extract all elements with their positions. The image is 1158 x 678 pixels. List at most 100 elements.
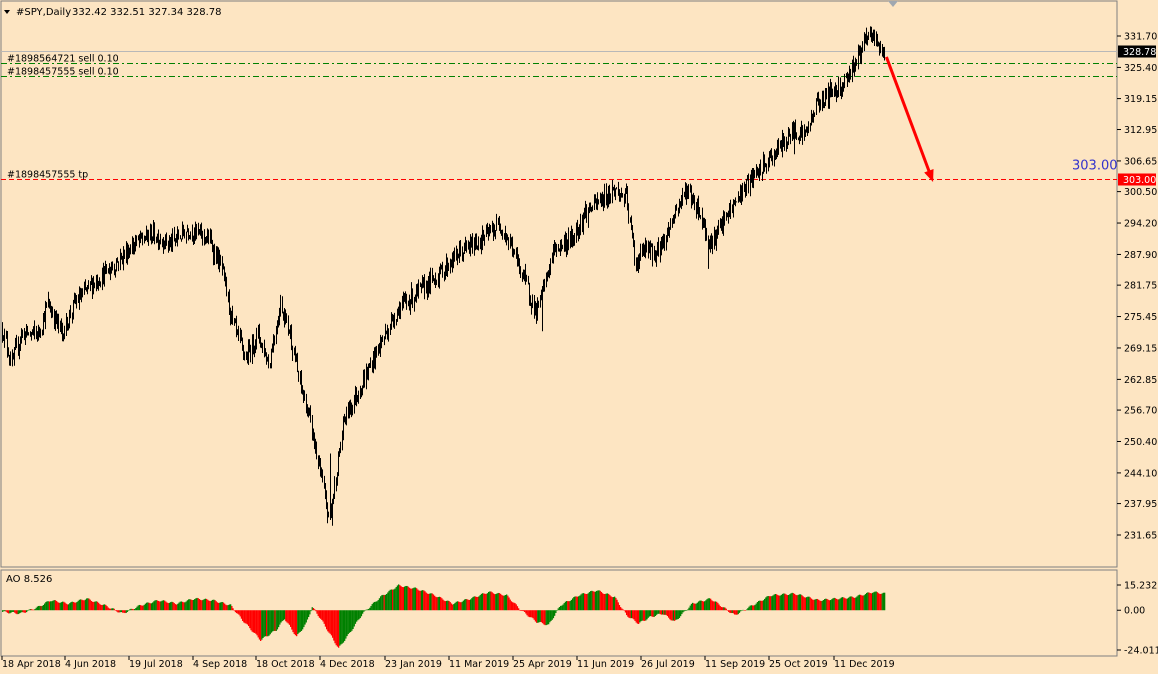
ao-bar [138, 604, 141, 611]
ao-bar [570, 599, 573, 611]
ao-bar [124, 610, 126, 614]
ao-bar [506, 594, 508, 611]
ao-bar [383, 594, 385, 611]
ao-bar [474, 596, 477, 611]
ao-bar [160, 601, 162, 611]
ao-bar [177, 603, 179, 611]
ao-bar [233, 610, 235, 611]
price-pane[interactable] [0, 0, 1118, 568]
ao-bar [11, 610, 13, 612]
ao-bar [411, 588, 413, 611]
ao-bar [525, 610, 527, 614]
ao-bar [60, 602, 63, 611]
ao-bar [824, 599, 826, 611]
ao-bar [502, 595, 504, 611]
y-tick-label: 300.50 [1124, 187, 1157, 198]
chart-shift-marker[interactable] [888, 1, 898, 7]
ao-bar [732, 610, 735, 614]
ao-bar [534, 610, 537, 622]
ao-bar [159, 601, 161, 611]
ao-bar [45, 602, 47, 611]
ao-bar [702, 601, 705, 611]
ao-bar [807, 596, 809, 611]
ao-bar [285, 610, 287, 622]
ao-bar [215, 601, 217, 611]
ao-bar [743, 610, 745, 611]
ao-bar [789, 594, 791, 611]
ao-bar [399, 585, 401, 611]
ao-bar [172, 602, 174, 611]
ao-bar [110, 608, 112, 611]
ao-bar [800, 594, 802, 611]
ao-bar [562, 604, 564, 611]
ao-bar [354, 610, 357, 624]
ao-bar [363, 610, 365, 612]
ao-bar [353, 610, 355, 627]
chart-menu-icon[interactable] [4, 10, 10, 14]
ao-bar [852, 597, 855, 611]
ao-bar [742, 609, 744, 611]
ao-bar [762, 600, 765, 611]
ao-bar [387, 592, 389, 611]
ao-bar [664, 610, 666, 615]
ao-bar [612, 597, 615, 611]
ao-bar [773, 594, 775, 611]
forecast-arrow-head [924, 168, 934, 182]
ao-bar [531, 610, 533, 618]
ao-bar [350, 610, 352, 633]
ao-bar [293, 610, 295, 635]
ao-bar [796, 595, 798, 611]
ao-bar [24, 610, 27, 613]
ao-bar [653, 610, 655, 617]
ao-bar [728, 610, 730, 612]
ao-bar [123, 610, 125, 613]
ao-bar [848, 597, 850, 611]
chart-title: #SPY,Daily [16, 7, 71, 18]
ao-bar [602, 593, 604, 611]
ao-bar [696, 602, 699, 611]
ao-bar [51, 601, 53, 611]
ao-bar [365, 609, 367, 611]
ao-bar [239, 610, 241, 617]
ao-bar [500, 593, 502, 611]
ao-bar [662, 610, 664, 615]
ao-bar [93, 601, 95, 611]
ao-bar [749, 605, 751, 611]
ao-bar [491, 592, 493, 611]
forecast-arrow[interactable] [884, 56, 934, 180]
ao-bar [840, 597, 843, 611]
ao-bar [479, 595, 481, 611]
ao-bar [278, 610, 280, 628]
ao-bar [94, 601, 96, 611]
ao-bar [292, 610, 294, 633]
ao-bar [470, 599, 472, 611]
ao-bar [652, 610, 654, 617]
x-tick-label: 18 Apr 2018 [2, 659, 61, 670]
ao-bar [394, 588, 396, 611]
x-tick-label: 4 Sep 2018 [193, 659, 247, 670]
ao-tick-label: -24.011 [1124, 646, 1158, 657]
ao-bar [856, 596, 858, 611]
ao-bar [844, 598, 846, 611]
ao-bar [465, 598, 467, 611]
ao-bar [722, 607, 724, 611]
ao-bar [821, 600, 823, 611]
ao-bar [146, 602, 148, 611]
ao-bar [402, 587, 405, 611]
ao-bar [227, 605, 229, 611]
ao-bar [195, 598, 197, 611]
ao-bar [64, 602, 66, 611]
ao-bar [286, 610, 288, 623]
ao-pane[interactable] [0, 569, 1118, 657]
ao-bar [311, 607, 313, 611]
ao-bar [539, 610, 541, 622]
ao-bar [42, 604, 45, 611]
ao-bar [310, 610, 312, 612]
ao-bar [20, 610, 22, 613]
ao-bar [550, 610, 552, 621]
ao-bar [866, 592, 868, 611]
ao-bar [197, 598, 199, 611]
ao-bar [2, 610, 4, 612]
